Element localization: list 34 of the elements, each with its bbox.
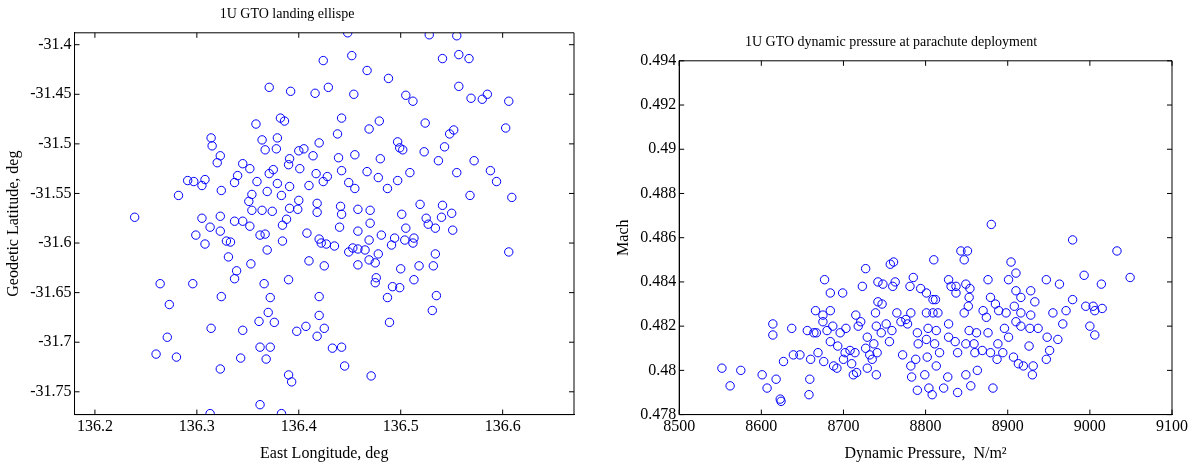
y-tick-label: -31.6 [38,233,72,251]
y-tick-label: 0.48 [648,360,677,378]
x-tick-label: 136.5 [382,417,419,435]
y-tick-label: -31.5 [38,134,72,152]
x-axis-title: East Longitude, deg [260,443,389,462]
y-tick-label: 0.494 [640,51,677,68]
y-axis-title: Mach [613,219,631,256]
y-tick-label: 0.484 [640,272,677,290]
x-tick-label: 136.4 [280,417,317,435]
y-tick-label: -31.7 [38,332,72,350]
chart-title: 1U GTO landing ellispe [219,6,355,22]
chart-title: 1U GTO dynamic pressure at parachute deployment [744,34,1038,50]
x-axis-title: Dynamic Pressure, N/m² [844,443,1007,462]
y-tick-label: -31.45 [30,84,72,102]
y-tick-label: 0.478 [640,404,677,422]
y-tick-label: -31.75 [30,381,72,399]
y-tick-label: 0.488 [640,183,677,201]
x-tick-label: 8700 [827,417,860,435]
y-tick-label: -31.65 [30,282,72,300]
x-tick-label: 9000 [1073,417,1106,435]
x-tick-label: 8800 [909,417,942,435]
y-tick-label: -31.55 [30,183,72,201]
x-tick-label: 136.6 [484,417,521,435]
y-tick-label: 0.486 [640,227,677,245]
y-tick-label: -31.4 [38,34,72,52]
x-tick-label: 9100 [1156,417,1188,435]
y-axis-title: Geodetic Latitude, deg [3,150,22,297]
x-tick-label: 136.2 [76,417,113,435]
y-tick-label: 0.482 [640,316,677,334]
x-tick-label: 136.3 [178,417,215,435]
x-tick-label: 8900 [991,417,1024,435]
y-tick-label: 0.49 [648,139,677,157]
y-tick-label: 0.492 [640,95,677,113]
x-tick-label: 8600 [745,417,778,435]
